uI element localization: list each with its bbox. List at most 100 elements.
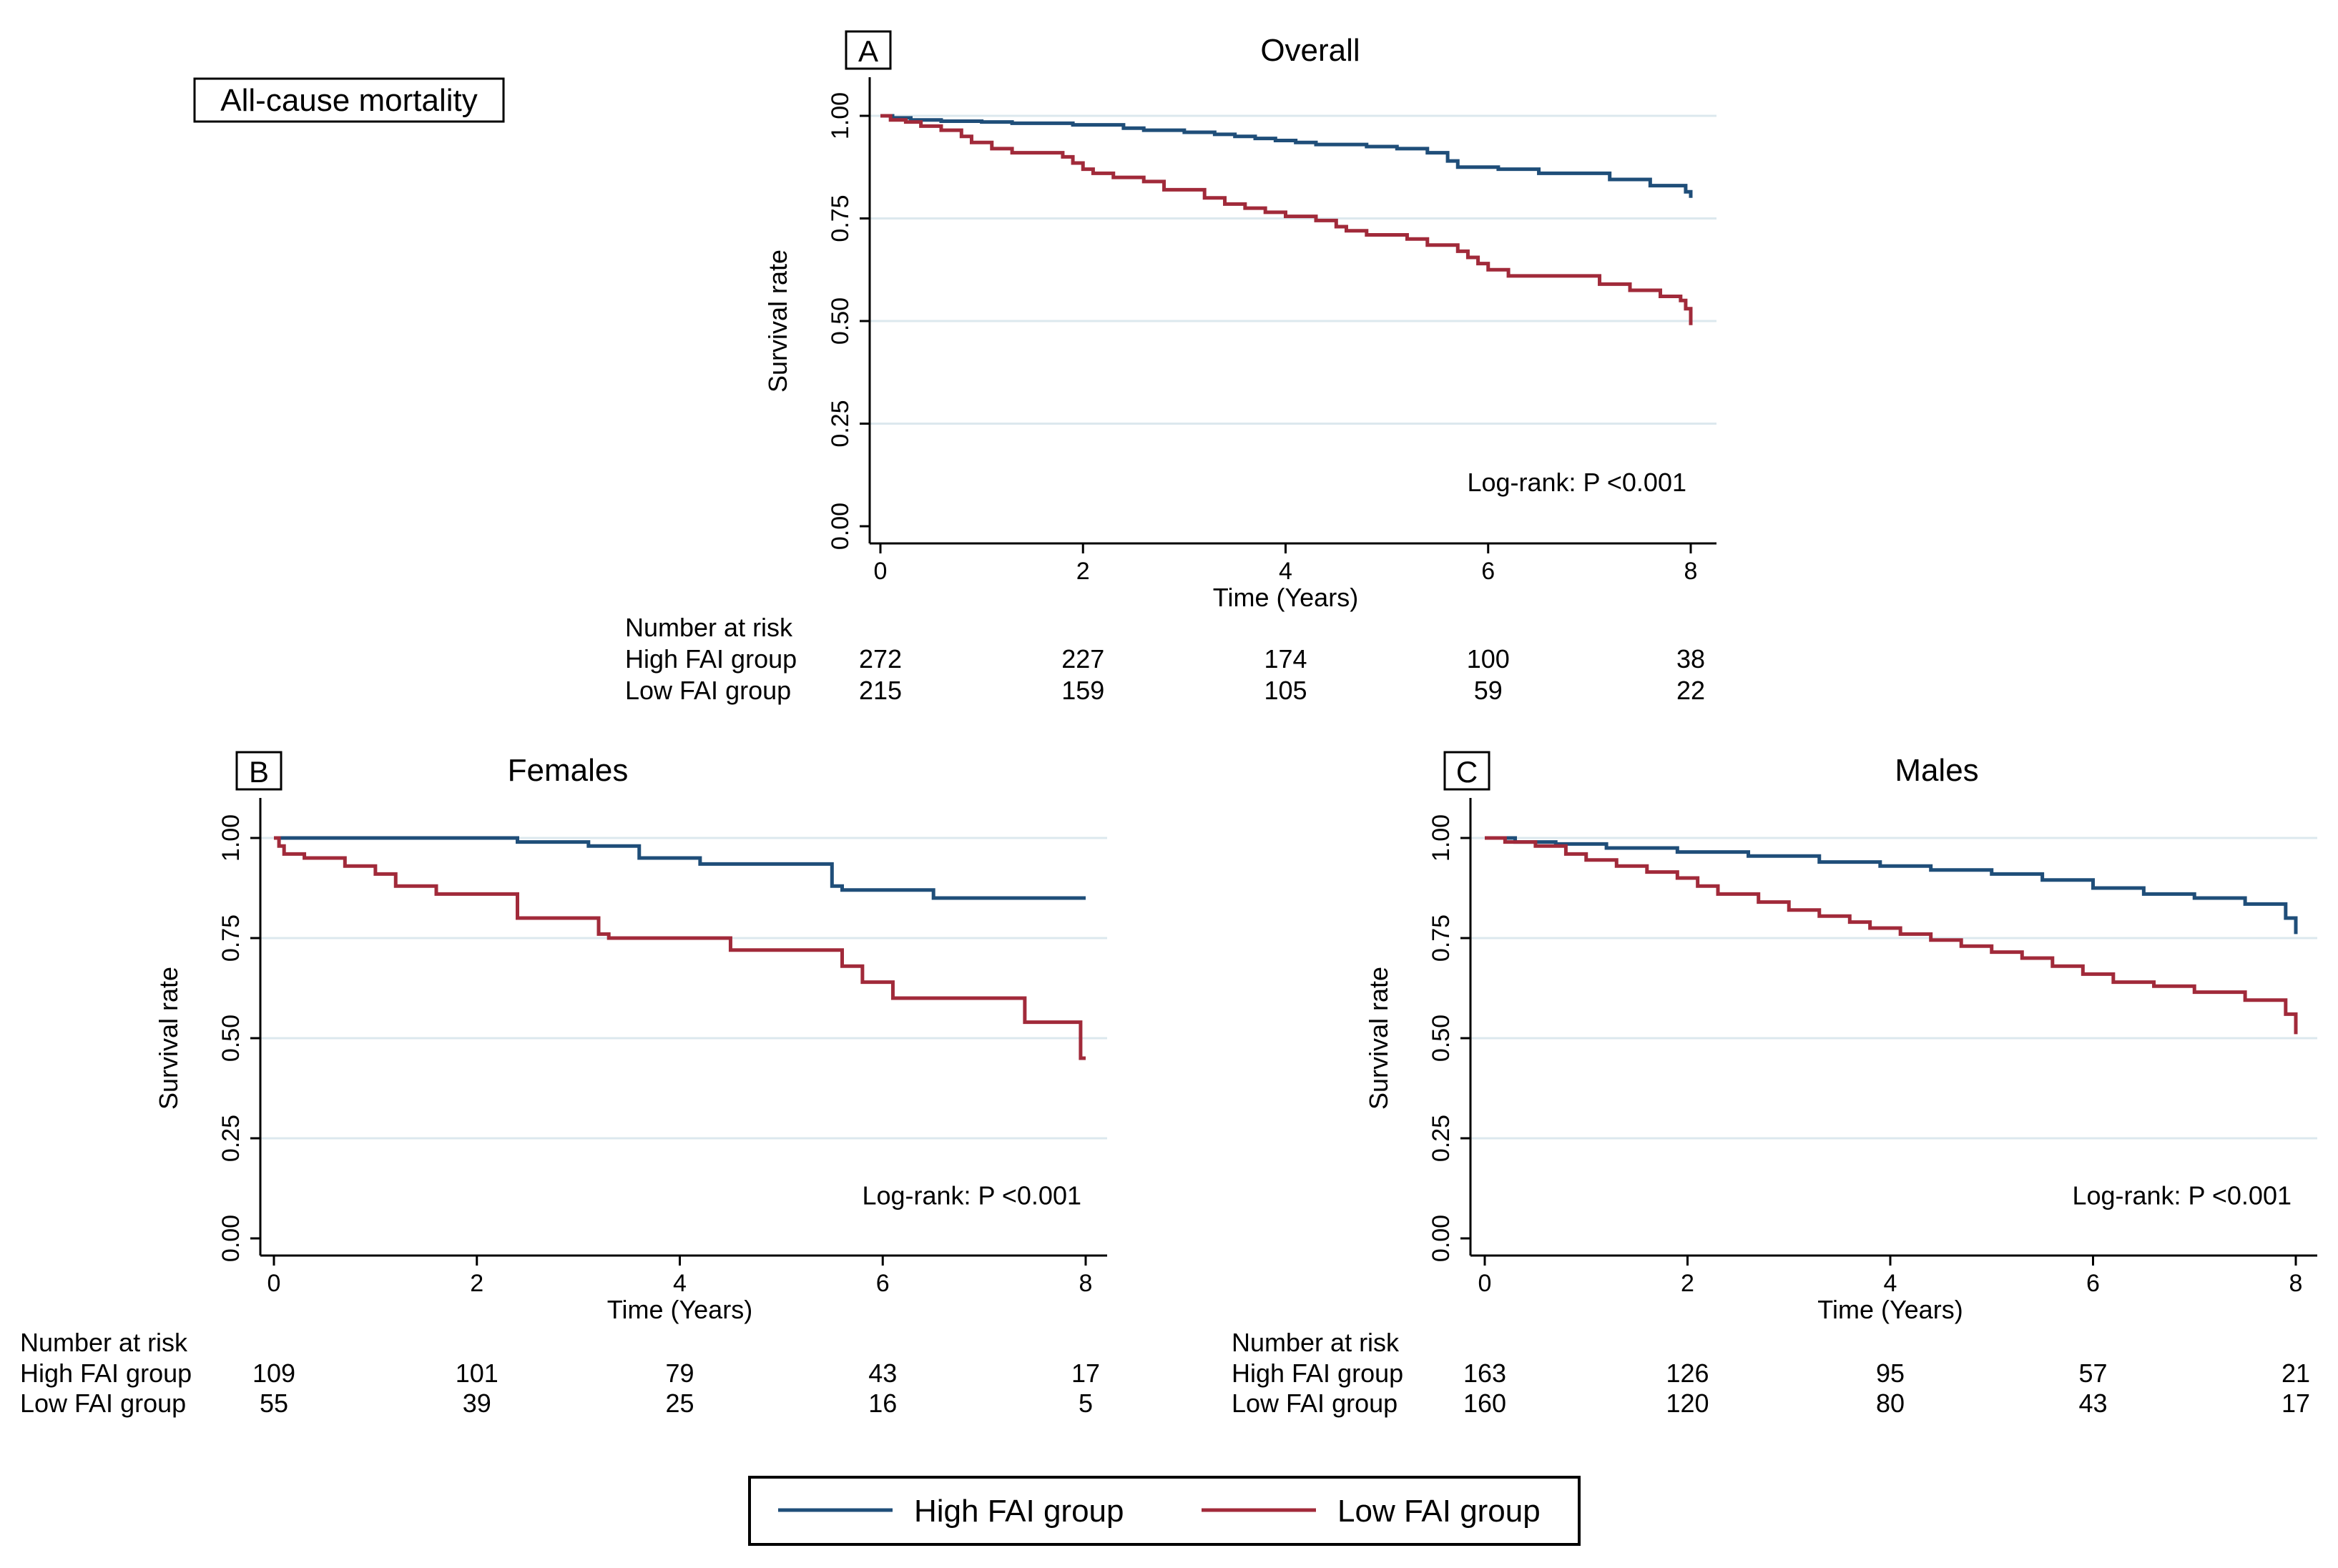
risk-value: 100 xyxy=(1467,644,1510,674)
risk-value: 159 xyxy=(1061,676,1104,705)
panel-letter: C xyxy=(1456,755,1478,789)
panel-letter-box xyxy=(235,751,283,791)
risk-value: 120 xyxy=(1666,1389,1709,1418)
risk-value: 17 xyxy=(2281,1389,2310,1418)
panel-b: B Females 0.00 0.25 0.50 0.75 1.00 0 2 4 6 8 Surviva… xyxy=(20,751,1107,1418)
x-axis-label: Time (Years) xyxy=(1817,1295,1963,1324)
panel-letter-box xyxy=(1443,751,1490,791)
y-tick-label: 0.25 xyxy=(1428,1115,1455,1162)
x-tick-label: 4 xyxy=(1884,1270,1897,1297)
legend-low-label: Low FAI group xyxy=(1337,1494,1541,1529)
risk-value: 21 xyxy=(2281,1359,2310,1388)
risk-value: 57 xyxy=(2078,1359,2107,1388)
x-axis-label: Time (Years) xyxy=(1213,583,1358,612)
x-tick-label: 8 xyxy=(1079,1270,1093,1297)
series-line-low-fai xyxy=(1485,836,2298,1035)
y-tick-label: 0.00 xyxy=(1428,1215,1455,1262)
y-axis-label: Survival rate xyxy=(763,250,792,393)
panel-a: A Overall 0.00 0.25 0.50 0.75 1.00 0 2 4 6 8 Surviva… xyxy=(625,30,1716,705)
x-tick-label: 6 xyxy=(2086,1270,2100,1297)
risk-value: 163 xyxy=(1463,1359,1506,1388)
y-tick-label: 0.25 xyxy=(827,400,854,447)
risk-value: 126 xyxy=(1666,1359,1709,1388)
y-tick-label: 0.50 xyxy=(1428,1015,1455,1062)
risk-value: 55 xyxy=(260,1389,288,1418)
y-tick-label: 0.75 xyxy=(1428,914,1455,962)
risk-value: 43 xyxy=(2078,1389,2107,1418)
risk-value: 174 xyxy=(1264,644,1307,674)
series-line-low-fai xyxy=(880,114,1693,325)
risk-value: 59 xyxy=(1474,676,1503,705)
risk-row-label: Low FAI group xyxy=(625,676,791,705)
x-tick-label: 8 xyxy=(2289,1270,2303,1297)
panel-letter-box xyxy=(845,30,892,70)
risk-table-header: Number at risk xyxy=(625,613,793,642)
panel-letter: B xyxy=(249,755,269,789)
y-axis-label: Survival rate xyxy=(1364,967,1393,1110)
y-tick-label: 0.75 xyxy=(827,194,854,242)
risk-row-label: Low FAI group xyxy=(20,1389,186,1418)
risk-row-label: High FAI group xyxy=(20,1359,192,1388)
panel-c: C Males 0.00 0.25 0.50 0.75 1.00 0 2 4 6 8 Survival … xyxy=(1232,751,2317,1418)
log-rank-annotation: Log-rank: P <0.001 xyxy=(862,1180,1081,1210)
risk-value: 105 xyxy=(1264,676,1307,705)
risk-value: 101 xyxy=(456,1359,498,1388)
risk-value: 16 xyxy=(868,1389,897,1418)
y-axis-label: Survival rate xyxy=(154,967,183,1110)
risk-row-label: High FAI group xyxy=(625,644,797,674)
x-tick-label: 2 xyxy=(1681,1270,1694,1297)
y-tick-label: 0.00 xyxy=(827,503,854,550)
y-tick-label: 0.50 xyxy=(827,297,854,345)
x-tick-label: 2 xyxy=(1076,558,1090,585)
figure-label: All-cause mortality xyxy=(220,83,477,118)
log-rank-annotation: Log-rank: P <0.001 xyxy=(1467,468,1686,497)
series-line-high-fai xyxy=(880,114,1693,198)
panel-title: Females xyxy=(508,753,629,788)
risk-value: 43 xyxy=(868,1359,897,1388)
legend: High FAI group Low FAI group xyxy=(748,1476,1581,1546)
y-tick-label: 0.00 xyxy=(217,1215,245,1262)
risk-value: 160 xyxy=(1463,1389,1506,1418)
risk-value: 109 xyxy=(252,1359,295,1388)
panel-title: Males xyxy=(1895,753,1978,788)
y-tick-label: 0.25 xyxy=(217,1115,245,1162)
x-tick-label: 0 xyxy=(267,1270,281,1297)
risk-value: 38 xyxy=(1676,644,1705,674)
x-tick-label: 4 xyxy=(673,1270,687,1297)
risk-value: 25 xyxy=(665,1389,694,1418)
x-tick-label: 4 xyxy=(1279,558,1292,585)
risk-value: 39 xyxy=(463,1389,491,1418)
risk-value: 272 xyxy=(859,644,902,674)
risk-value: 227 xyxy=(1061,644,1104,674)
x-tick-label: 6 xyxy=(876,1270,890,1297)
panel-title: Overall xyxy=(1260,33,1360,68)
x-tick-label: 2 xyxy=(470,1270,483,1297)
y-tick-label: 0.75 xyxy=(217,914,245,962)
figure-label-box xyxy=(193,77,505,123)
y-tick-label: 0.50 xyxy=(217,1015,245,1062)
risk-value: 79 xyxy=(665,1359,694,1388)
risk-row-label: High FAI group xyxy=(1232,1359,1403,1388)
risk-table-header: Number at risk xyxy=(20,1328,188,1357)
risk-value: 215 xyxy=(859,676,902,705)
legend-high-label: High FAI group xyxy=(914,1494,1124,1529)
risk-value: 95 xyxy=(1876,1359,1905,1388)
x-tick-label: 0 xyxy=(874,558,888,585)
risk-value: 5 xyxy=(1079,1389,1093,1418)
x-tick-label: 6 xyxy=(1481,558,1495,585)
y-tick-label: 1.00 xyxy=(1428,814,1455,862)
panel-letter: A xyxy=(858,34,878,68)
legend-box xyxy=(748,1476,1581,1546)
risk-value: 22 xyxy=(1676,676,1705,705)
y-tick-label: 1.00 xyxy=(217,814,245,862)
series-line-high-fai xyxy=(1485,836,2298,935)
risk-value: 17 xyxy=(1071,1359,1100,1388)
log-rank-annotation: Log-rank: P <0.001 xyxy=(2072,1180,2292,1210)
risk-value: 80 xyxy=(1876,1389,1905,1418)
risk-row-label: Low FAI group xyxy=(1232,1389,1398,1418)
x-tick-label: 8 xyxy=(1684,558,1698,585)
series-line-low-fai xyxy=(274,836,1086,1060)
y-tick-label: 1.00 xyxy=(827,92,854,139)
x-tick-label: 0 xyxy=(1478,1270,1492,1297)
